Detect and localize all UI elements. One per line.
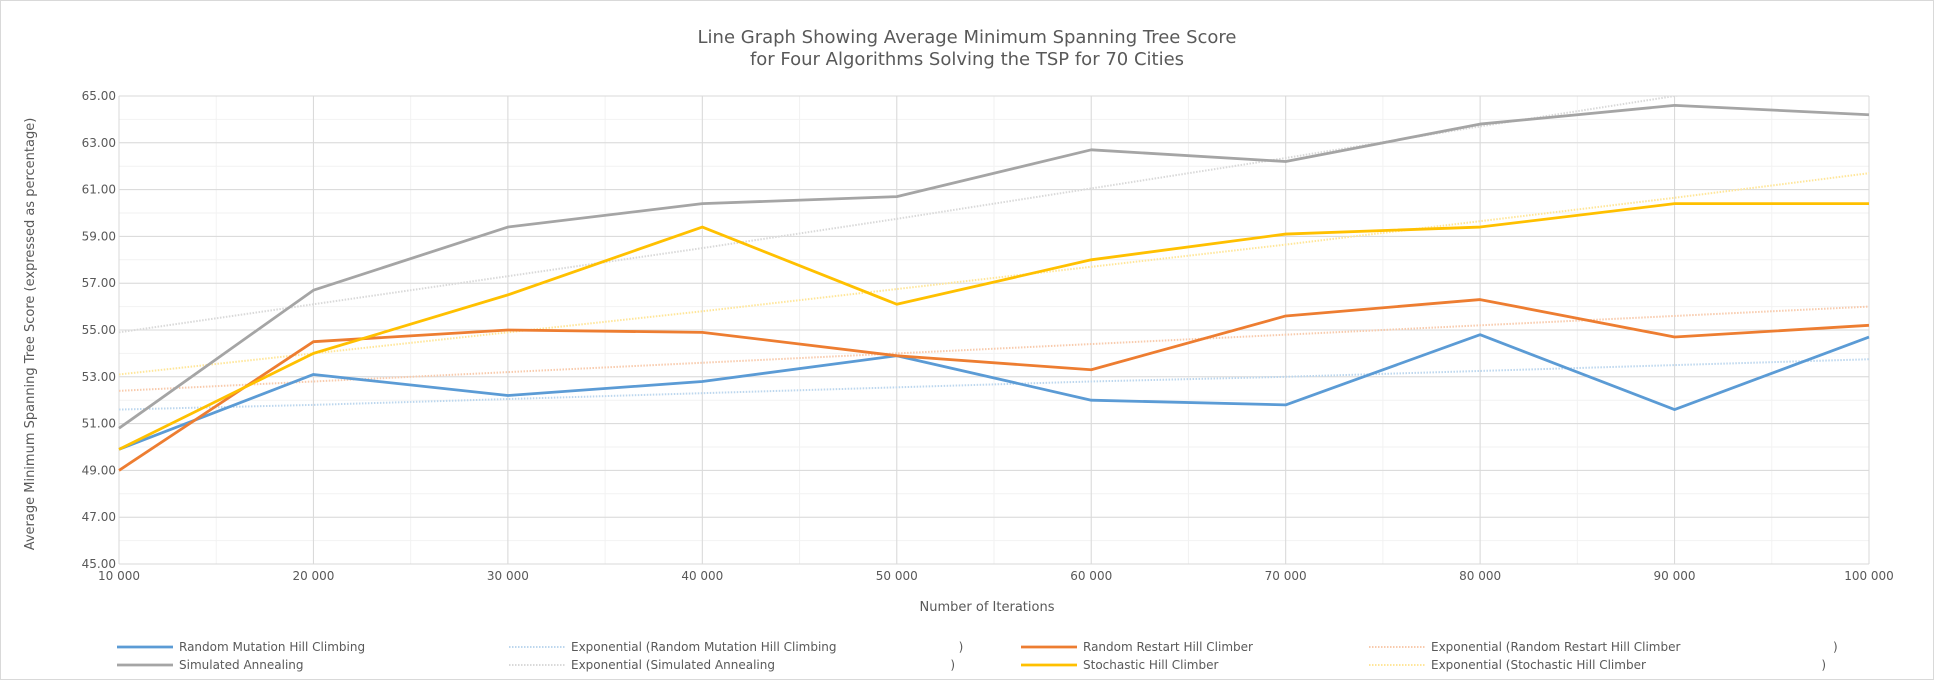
series-line (118, 333, 1870, 451)
y-tick-label: 53.00 (82, 370, 116, 384)
x-tick-label: 40 000 (681, 569, 723, 583)
tick-labels: 45.00 47.00 49.00 51.00 53.00 55.00 57.00 59.00… (82, 89, 1894, 583)
grid (118, 95, 1870, 565)
series-line (118, 298, 1870, 472)
y-tick-label: 59.00 (82, 229, 116, 243)
y-tick-label: 63.00 (82, 136, 116, 150)
x-tick-label: 50 000 (876, 569, 918, 583)
legend-label: Exponential (Random Restart Hill Climber… (1431, 640, 1838, 654)
x-tick-label: 70 000 (1265, 569, 1307, 583)
legend-label: Exponential (Stochastic Hill Climber ) (1431, 658, 1826, 672)
y-tick-label: 65.00 (82, 89, 116, 103)
y-tick-label: 55.00 (82, 323, 116, 337)
trendline (119, 172, 1869, 376)
series-line (118, 103, 1870, 430)
trendlines (119, 96, 1869, 411)
trendline (119, 358, 1869, 411)
y-tick-label: 49.00 (82, 463, 116, 477)
x-tick-label: 60 000 (1070, 569, 1112, 583)
legend-label: Exponential (Random Mutation Hill Climbi… (571, 640, 963, 654)
x-axis-title: Number of Iterations (920, 600, 1055, 615)
legend-label: Random Restart Hill Climber (1083, 640, 1253, 654)
series-lines (118, 103, 1870, 472)
x-tick-label: 80 000 (1459, 569, 1501, 583)
x-tick-label: 100 000 (1844, 569, 1894, 583)
legend: Random Mutation Hill Climbing Exponential… (117, 640, 1838, 672)
chart-title-line-1: Line Graph Showing Average Minimum Spann… (698, 27, 1237, 48)
x-tick-label: 30 000 (487, 569, 529, 583)
legend-label: Stochastic Hill Climber (1083, 658, 1219, 672)
legend-label: Exponential (Simulated Annealing ) (571, 658, 955, 672)
y-tick-label: 51.00 (82, 417, 116, 431)
legend-label: Simulated Annealing (179, 658, 304, 672)
y-tick-label: 45.00 (82, 557, 116, 571)
x-tick-label: 90 000 (1654, 569, 1696, 583)
trendline (119, 305, 1869, 392)
y-tick-label: 57.00 (82, 276, 116, 290)
y-axis-title: Average Minimum Spanning Tree Score (exp… (23, 118, 38, 551)
legend-label: Random Mutation Hill Climbing (179, 640, 365, 654)
y-tick-label: 47.00 (82, 510, 116, 524)
x-tick-label: 20 000 (292, 569, 334, 583)
chart-title-line-2: for Four Algorithms Solving the TSP for … (750, 49, 1184, 70)
trendline (119, 96, 1681, 334)
x-tick-label: 10 000 (98, 569, 140, 583)
y-tick-label: 61.00 (82, 183, 116, 197)
series-line (118, 202, 1869, 451)
